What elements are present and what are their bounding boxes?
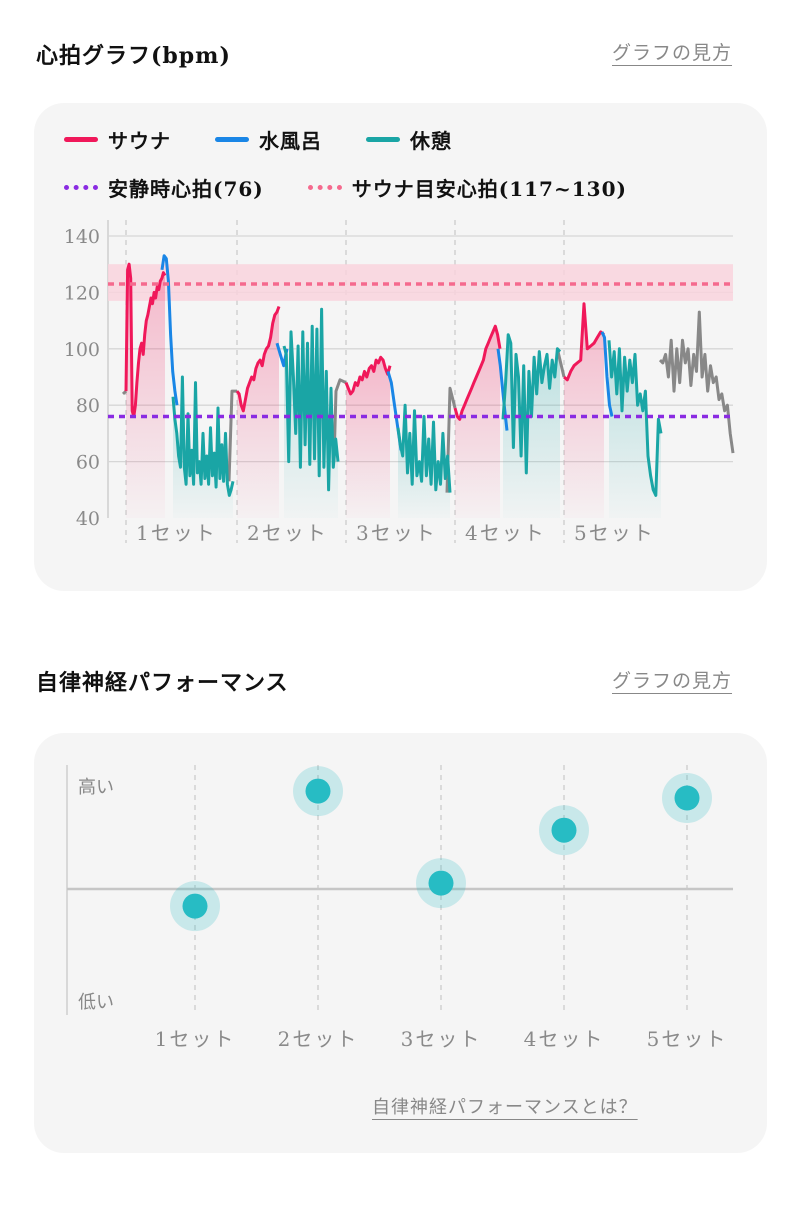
water-swatch [215,137,249,142]
y-tick-label: 40 [76,508,100,530]
series-line-サウナ [235,305,281,413]
performance-dot [674,785,700,811]
series-line-休憩 [171,375,235,497]
series-line-サウナ [563,302,605,382]
series-line-休憩 [607,340,663,497]
y-tick-label: 120 [64,282,100,304]
series-line-水風呂 [600,331,614,417]
transition-line [332,378,347,462]
performance-dot [551,817,577,843]
y-tick-label: 80 [76,395,100,417]
legend-water-label: 水風呂 [259,129,322,153]
auto-x-tick-label: 3セット [401,1027,482,1051]
legend-target-label: サウナ目安心拍(117~130) [351,177,627,201]
performance-dot [428,870,454,896]
heart-graph-help-link[interactable]: グラフの見方 [612,42,733,64]
auto-x-tick-label: 4セット [524,1027,605,1051]
x-tick-label: 5セット [574,521,655,545]
x-tick-label: 4セット [465,521,546,545]
series-area-サウナ [126,264,165,518]
autonomic-about-link[interactable]: 自律神経パフォーマンスとは？ [372,1097,638,1118]
series-line-休憩 [396,403,452,493]
legend-sauna-label: サウナ [108,129,171,153]
series-area-サウナ [564,303,604,518]
heart-rate-chart: 40 60 80 100 120 140 1セット 2セット 3セット 4セット 5セット [64,220,735,545]
legend-rest: 休憩 [366,125,452,154]
series-area-サウナ [346,357,390,518]
x-tick-label: 2セット [247,521,328,545]
y-low-label: 低い [78,992,114,1013]
rest-swatch [366,137,400,142]
y-tick-label: 60 [76,452,100,474]
legend-resting-label: 安静時心拍(76) [108,177,264,201]
legend-resting: 安静時心拍(76) [64,173,264,202]
series-line-サウナ [344,355,392,396]
legend-water: 水風呂 [215,125,322,154]
x-tick-label: 1セット [136,521,217,545]
transition-line [121,390,128,396]
series-area-休憩 [609,340,661,518]
auto-x-tick-label: 1セット [155,1027,236,1051]
auto-x-tick-label: 2セット [278,1027,359,1051]
performance-dot [182,893,208,919]
series-line-休憩 [282,307,340,492]
autonomic-card [34,733,767,1153]
transition-line [227,389,237,482]
y-tick-label: 140 [64,226,100,248]
performance-dot [305,778,331,804]
series-area-サウナ [455,326,500,518]
series-area-サウナ [237,306,279,518]
legend-sauna: サウナ [64,125,171,154]
target-swatch [307,185,342,190]
heart-graph-title: 心拍グラフ(bpm) [36,43,231,69]
series-line-水風呂 [160,254,179,406]
sauna-swatch [64,137,98,142]
legend-row-1: サウナ 水風呂 休憩 [64,125,482,154]
autonomic-help-link[interactable]: グラフの見方 [612,670,733,692]
transition-line [556,351,566,378]
resting-swatch [64,185,98,190]
legend-target: サウナ目安心拍(117~130) [307,173,627,202]
x-tick-label: 3セット [356,521,437,545]
y-high-label: 高い [78,777,114,798]
autonomic-title: 自律神経パフォーマンス [36,670,289,696]
series-line-サウナ [453,324,502,421]
series-line-サウナ [124,262,167,418]
y-tick-label: 100 [64,339,100,361]
legend-row-2: 安静時心拍(76) サウナ目安心拍(117~130) [64,173,657,202]
legend-rest-label: 休憩 [410,129,452,153]
auto-x-tick-label: 5セット [647,1027,728,1051]
series-line-その他 [658,310,735,454]
